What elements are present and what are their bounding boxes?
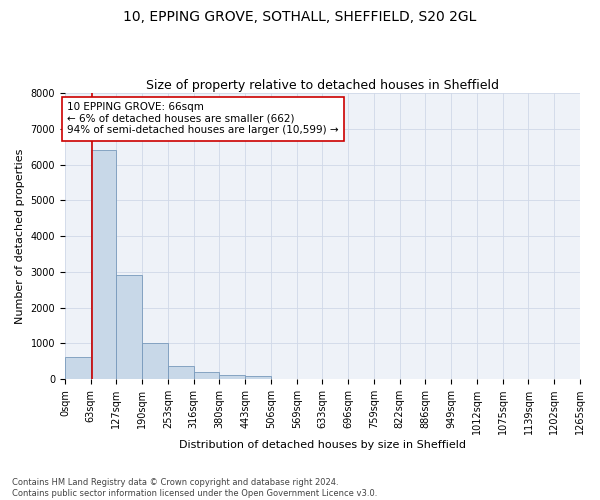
- Text: 10, EPPING GROVE, SOTHALL, SHEFFIELD, S20 2GL: 10, EPPING GROVE, SOTHALL, SHEFFIELD, S2…: [124, 10, 476, 24]
- Bar: [220, 375, 245, 379]
- Y-axis label: Number of detached properties: Number of detached properties: [15, 148, 25, 324]
- Bar: [194, 372, 220, 379]
- Title: Size of property relative to detached houses in Sheffield: Size of property relative to detached ho…: [146, 79, 499, 92]
- Bar: [116, 275, 142, 379]
- Bar: [168, 366, 194, 379]
- Bar: [245, 376, 271, 379]
- Bar: [91, 150, 116, 379]
- Text: Contains HM Land Registry data © Crown copyright and database right 2024.
Contai: Contains HM Land Registry data © Crown c…: [12, 478, 377, 498]
- Bar: [142, 343, 168, 379]
- Bar: [65, 357, 91, 379]
- Text: 10 EPPING GROVE: 66sqm
← 6% of detached houses are smaller (662)
94% of semi-det: 10 EPPING GROVE: 66sqm ← 6% of detached …: [67, 102, 338, 136]
- X-axis label: Distribution of detached houses by size in Sheffield: Distribution of detached houses by size …: [179, 440, 466, 450]
